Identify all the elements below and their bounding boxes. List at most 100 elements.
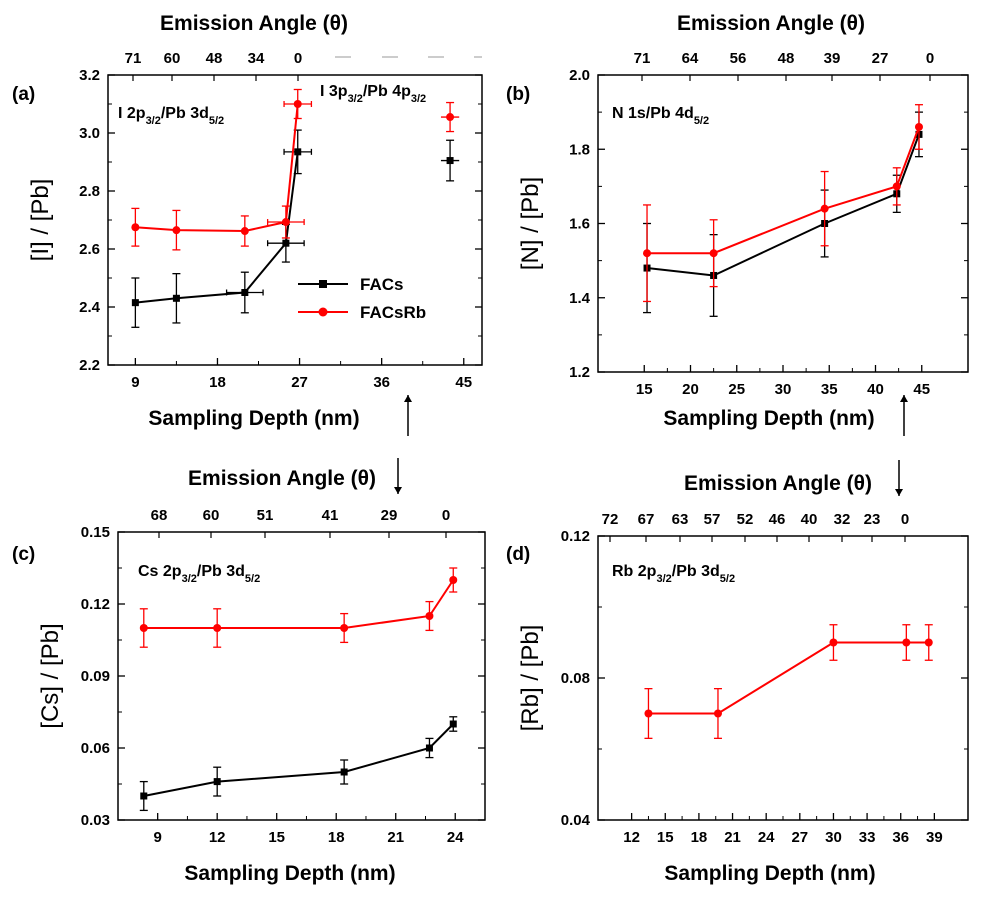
top-tick-label: 29 [381,507,398,524]
data-point [340,768,348,776]
data-point [139,624,148,632]
panel-annotation: Cs 2p3/2/Pb 3d5/2 [138,563,260,585]
y-tick-label: 0.08 [561,670,590,687]
x-tick-label: 40 [867,381,884,398]
x-tick-label: 12 [623,829,640,846]
top-tick-label: 46 [769,511,786,528]
top-tick-label: 48 [778,50,795,67]
top-tick-label: 67 [638,511,655,528]
top-tick-label: 34 [248,50,265,67]
y-axis-title: [Cs] / [Pb] [37,623,64,728]
legend-label: FACs [360,275,403,294]
data-point [643,249,652,258]
top-axis-title: Emission Angle (θ) [160,12,348,35]
panel-annotation: I 2p3/2/Pb 3d5/2 [118,105,224,127]
x-tick-label: 24 [758,829,775,846]
y-tick-label: 0.12 [561,528,590,545]
series-line [135,151,299,304]
series-line [143,723,454,797]
x-tick-label: 39 [926,829,943,846]
data-point [644,709,653,718]
panel-annotation: N 1s/Pb 4d5/2 [612,105,709,127]
panel-label: (c) [12,544,35,565]
x-tick-label: 33 [859,829,876,846]
x-tick-label: 18 [328,829,345,846]
data-point [240,227,249,236]
top-tick-label: 27 [872,50,889,67]
top-tick-label: 23 [864,511,881,528]
data-point [293,100,302,108]
top-tick-label: 39 [824,50,841,67]
series-facsrb [643,104,923,303]
panel-label: (a) [12,84,35,105]
data-point [446,113,455,122]
x-tick-label: 36 [892,829,909,846]
series-line [143,579,455,629]
y-tick-label: 2.8 [79,183,100,200]
x-tick-label: 15 [636,381,653,398]
data-point [140,792,148,800]
y-tick-label: 0.09 [81,668,110,685]
y-tick-label: 2.2 [79,357,100,374]
x-axis-title: Sampling Depth (nm) [663,407,874,430]
x-axis-title: Sampling Depth (nm) [184,862,395,885]
arrow-up-a-head [404,395,412,402]
top-tick-label: 63 [672,511,689,528]
data-point [172,294,180,302]
top-tick-label: 0 [901,511,909,528]
panel-label: (b) [506,84,530,105]
chart-panel-b: 15 20 25 30 35 40 45 1.2 1.4 1.6 1.8 2.0 71 64 56 48 39 2… [506,12,969,430]
x-tick-label: 36 [373,374,390,391]
data-point [340,624,349,632]
y-axis-title: [Rb] / [Pb] [517,625,544,732]
data-point [829,638,838,647]
data-point [446,157,454,165]
panel-annotation: Rb 2p3/2/Pb 3d5/2 [612,563,735,585]
top-tick-label: 71 [634,50,651,67]
data-point [914,122,923,131]
series-line [646,134,920,277]
y-tick-label: 1.6 [569,216,590,233]
x-axis-title: Sampling Depth (nm) [664,862,875,885]
top-tick-label: 0 [294,50,302,67]
panel-annotation-2: I 3p3/2/Pb 4p3/2 [320,83,426,105]
x-tick-label: 9 [154,829,162,846]
data-point [820,204,829,213]
series-facs [643,111,923,317]
arrow-down-c-head [394,487,402,494]
data-point [924,638,933,647]
x-tick-label: 12 [209,829,226,846]
legend-marker [319,280,327,288]
top-tick-label: 60 [203,507,220,524]
series-facs [139,716,458,812]
top-tick-label: 0 [926,50,934,67]
x-tick-label: 15 [268,829,285,846]
top-axis-title: Emission Angle (θ) [684,472,872,495]
data-point [131,223,140,232]
x-tick-label: 35 [821,381,838,398]
chart-panel-c: 9 12 15 18 21 24 0.03 0.06 0.09 0.12 0.15 68 60 51 41 2… [12,467,486,885]
data-point [131,299,139,307]
y-tick-label: 0.03 [81,812,110,829]
top-tick-label: 56 [730,50,747,67]
top-tick-label: 68 [151,507,168,524]
chart-panel-a: 9 18 27 36 45 2.2 2.4 2.6 2.8 3.0 3.2 71 60 48 34 0 Emis… [12,12,483,430]
data-point [172,226,181,235]
x-tick-label: 20 [682,381,699,398]
x-tick-label: 21 [724,829,741,846]
data-point [902,638,911,647]
y-tick-label: 3.2 [79,67,100,84]
y-axis-title: [I] / [Pb] [27,179,54,262]
data-point [213,778,221,786]
data-point [449,576,458,584]
top-tick-label: 48 [206,50,223,67]
x-tick-label: 24 [447,829,464,846]
series-line [647,126,920,255]
chart-panel-d: 12 15 18 21 24 27 30 33 36 39 0.04 0.08 0.12 72 67 63 57… [506,472,969,885]
legend: FACs FACsRb [298,275,426,322]
series-facsrb [644,624,933,739]
y-tick-label: 1.4 [569,290,591,307]
x-tick-label: 21 [387,829,404,846]
top-tick-label: 57 [704,511,721,528]
